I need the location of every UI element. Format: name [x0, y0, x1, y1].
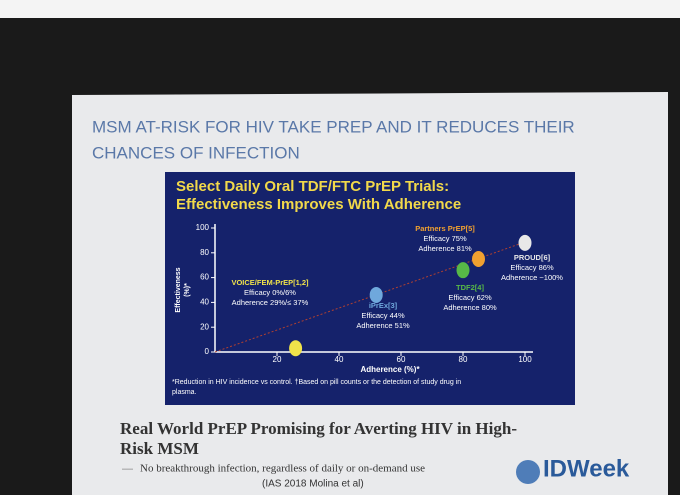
legend-label: Partners PrEP[5]	[415, 224, 475, 233]
point	[289, 340, 303, 357]
y-tick-label: 80	[200, 248, 209, 257]
point	[369, 286, 383, 303]
y-tick-label: 0	[205, 347, 210, 356]
annotation: Adherence 81%	[418, 244, 472, 253]
point	[518, 234, 532, 251]
footnote: plasma.	[172, 389, 197, 396]
slide-title: CHANCES OF INFECTION	[92, 143, 300, 162]
annotation: Efficacy 44%	[361, 311, 405, 320]
annotation: Adherence 51%	[356, 321, 410, 330]
footnote: *Reduction in HIV incidence vs control. …	[172, 379, 461, 386]
logo: IDWeek	[543, 455, 630, 482]
point	[456, 262, 470, 279]
annotation: Adherence 29%/≤ 37%	[232, 298, 309, 307]
logo-icon	[516, 460, 540, 484]
legend-label: PROUD[6]	[514, 253, 551, 262]
x-tick-label: 100	[518, 355, 532, 364]
annotation: Efficacy 62%	[448, 293, 492, 302]
x-axis-label: Adherence (%)*	[360, 365, 420, 374]
y-tick-label: 60	[200, 273, 209, 282]
y-tick-label: 40	[200, 298, 209, 307]
heading: Risk MSM	[120, 439, 199, 458]
citation: (IAS 2018 Molina et al)	[262, 479, 364, 490]
annotation: Efficacy 86%	[510, 263, 554, 272]
point	[472, 251, 485, 267]
x-tick-label: 20	[273, 355, 282, 364]
top-strip	[0, 0, 680, 18]
bullet: No breakthrough infection, regardless of…	[140, 463, 425, 475]
legend-label: iPrEx[3]	[369, 301, 398, 310]
y-tick-label: 100	[196, 223, 210, 232]
x-tick-label: 80	[459, 355, 468, 364]
y-axis-label: Effectiveness	[175, 267, 182, 312]
chart-title: Effectiveness Improves With Adherence	[176, 196, 461, 213]
y-axis-label: (%)*	[184, 283, 191, 297]
chart-panel	[165, 172, 575, 405]
x-tick-label: 60	[397, 355, 406, 364]
chart-title: Select Daily Oral TDF/FTC PrEP Trials:	[176, 178, 449, 195]
bullet-dash: —	[122, 463, 133, 475]
x-tick-label: 40	[335, 355, 344, 364]
legend-label: TDF2[4]	[456, 283, 484, 292]
heading: Real World PrEP Promising for Averting H…	[120, 419, 517, 438]
slide-title: MSM AT-RISK FOR HIV TAKE PREP AND IT RED…	[92, 117, 575, 136]
legend-label: VOICE/FEM-PrEP[1,2]	[231, 278, 309, 287]
y-tick-label: 20	[200, 322, 209, 331]
annotation: Adherence 80%	[443, 303, 497, 312]
annotation: Efficacy 75%	[423, 234, 467, 243]
annotation: Efficacy 0%/6%	[244, 288, 296, 297]
annotation: Adherence ~100%	[501, 273, 563, 282]
